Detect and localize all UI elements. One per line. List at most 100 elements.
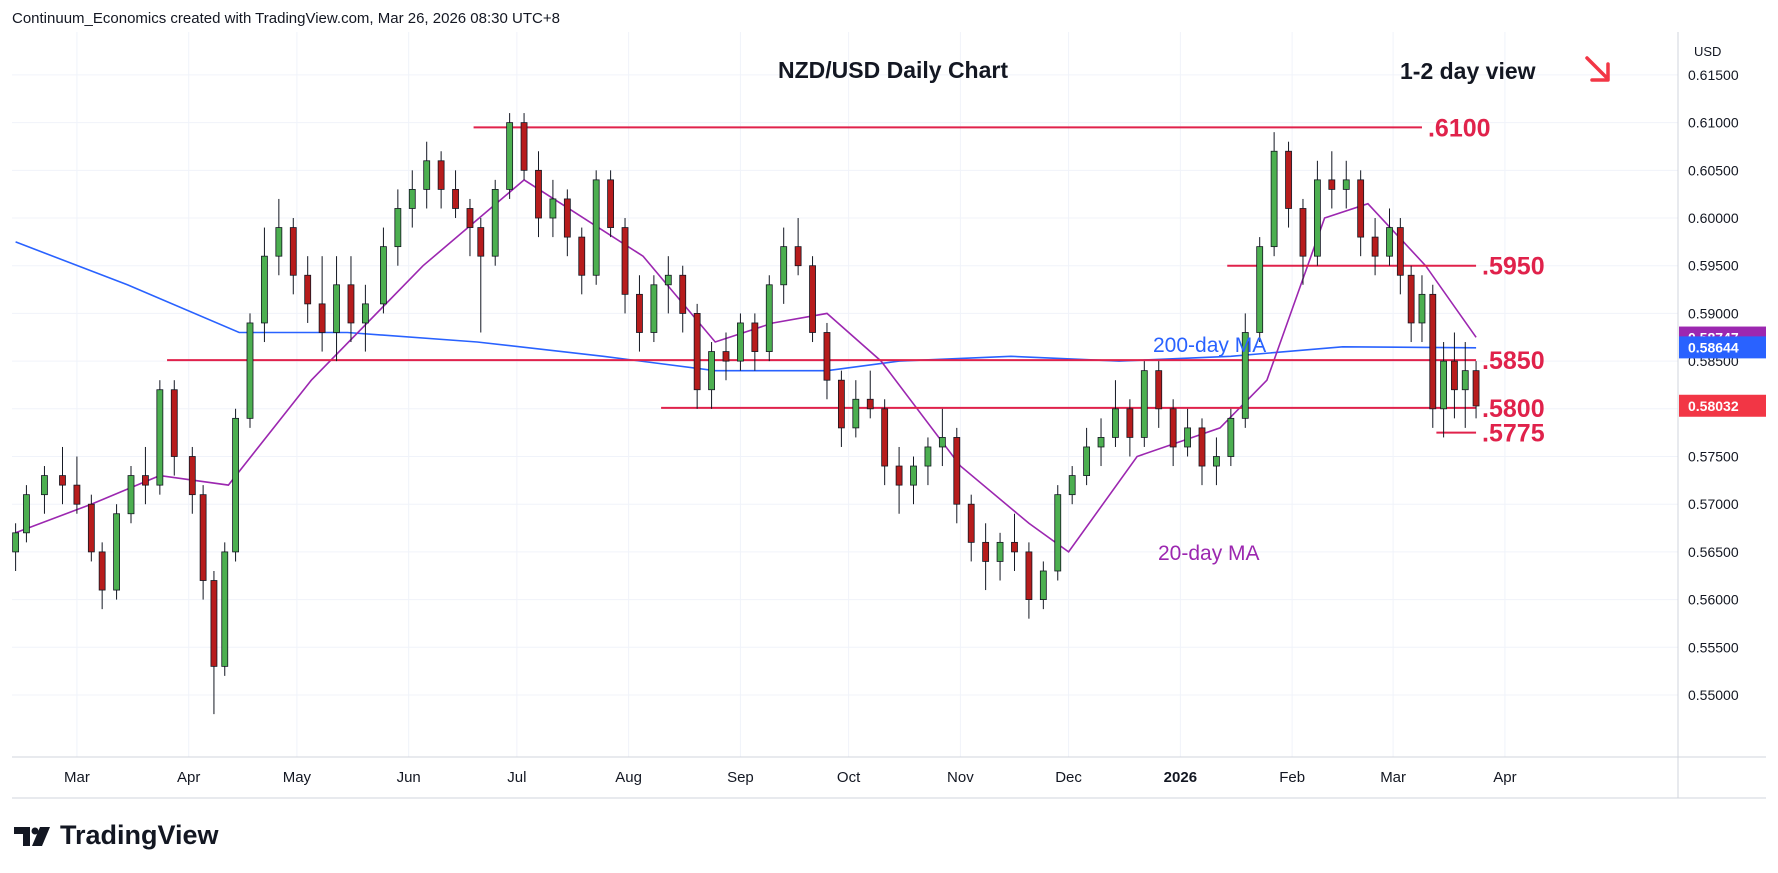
candle bbox=[261, 227, 268, 343]
candle-body bbox=[1155, 370, 1163, 410]
candle bbox=[1386, 208, 1393, 266]
y-tick-label: 0.60500 bbox=[1688, 162, 1739, 178]
candle bbox=[1241, 313, 1249, 428]
candle bbox=[142, 446, 149, 505]
candle-body bbox=[636, 293, 643, 333]
candle-body bbox=[1011, 541, 1018, 553]
y-tick-label: 0.61000 bbox=[1688, 115, 1739, 131]
candle-body bbox=[1256, 246, 1264, 333]
candle bbox=[1429, 284, 1437, 428]
ma-20-line bbox=[15, 178, 1477, 554]
candle-body bbox=[142, 475, 149, 486]
candle bbox=[563, 189, 571, 257]
candle bbox=[289, 218, 297, 295]
y-tick-label: 0.57000 bbox=[1688, 496, 1739, 512]
candle-body bbox=[23, 494, 30, 534]
candle bbox=[466, 198, 474, 257]
candle bbox=[794, 218, 802, 276]
candle bbox=[98, 542, 106, 610]
candle bbox=[318, 256, 326, 352]
x-tick-label: Feb bbox=[1279, 769, 1305, 786]
level-label: .5850 bbox=[1482, 347, 1545, 375]
candle-body bbox=[289, 227, 297, 276]
candle bbox=[679, 265, 687, 333]
candle bbox=[1328, 151, 1336, 209]
moving-average-lines bbox=[15, 178, 1477, 554]
candle-body bbox=[924, 446, 932, 467]
candle bbox=[347, 256, 355, 343]
candle-body bbox=[910, 465, 917, 486]
candle bbox=[1083, 427, 1091, 486]
candle-body bbox=[477, 227, 485, 257]
candle-body bbox=[73, 484, 81, 505]
candle bbox=[1184, 408, 1191, 457]
candle-body bbox=[809, 265, 816, 333]
tradingview-logo[interactable]: TradingView bbox=[14, 820, 219, 851]
candle bbox=[1126, 399, 1134, 457]
y-tick-label: 0.56000 bbox=[1688, 592, 1739, 608]
candle-body bbox=[1299, 208, 1307, 257]
candle bbox=[1342, 160, 1350, 209]
candle bbox=[437, 151, 445, 209]
candle bbox=[23, 485, 30, 543]
candle bbox=[221, 542, 229, 676]
candle bbox=[170, 380, 178, 476]
candle-body bbox=[437, 160, 445, 190]
candle-body bbox=[127, 475, 135, 515]
y-tick-label: 0.60000 bbox=[1688, 210, 1739, 226]
candle bbox=[12, 523, 20, 571]
candle bbox=[380, 227, 387, 314]
candle-body bbox=[708, 351, 715, 391]
candle bbox=[394, 189, 402, 266]
candle bbox=[881, 399, 889, 486]
candle-body bbox=[304, 274, 312, 305]
x-tick-label: Mar bbox=[64, 769, 90, 786]
candle bbox=[953, 427, 961, 524]
candle-body bbox=[232, 417, 239, 553]
candle-body bbox=[1140, 370, 1148, 438]
candle-body bbox=[607, 179, 615, 228]
x-tick-label: Nov bbox=[947, 769, 974, 786]
candle bbox=[127, 466, 135, 524]
candle bbox=[895, 446, 903, 514]
candle-body bbox=[87, 503, 95, 553]
candle-body bbox=[1328, 179, 1336, 190]
candle bbox=[1198, 418, 1206, 486]
candle-body bbox=[1472, 370, 1480, 407]
candle-body bbox=[246, 322, 254, 419]
candle-body bbox=[1313, 179, 1321, 257]
candle bbox=[910, 456, 917, 505]
candle-body bbox=[592, 179, 600, 276]
candle bbox=[693, 303, 701, 409]
x-tick-label: Mar bbox=[1380, 769, 1406, 786]
candle bbox=[210, 570, 218, 715]
candle bbox=[1039, 561, 1047, 610]
candle-body bbox=[1025, 551, 1033, 600]
x-tick-label: Apr bbox=[177, 769, 200, 786]
candle-body bbox=[1039, 570, 1047, 600]
candle-body bbox=[12, 532, 20, 553]
candle bbox=[73, 456, 81, 514]
x-tick-label: Aug bbox=[615, 769, 642, 786]
candle bbox=[708, 342, 715, 409]
candle-body bbox=[361, 303, 369, 324]
candle bbox=[938, 408, 946, 467]
candle bbox=[1140, 361, 1148, 447]
x-tick-label: Sep bbox=[727, 769, 754, 786]
currency-label: USD bbox=[1694, 44, 1721, 59]
candle bbox=[664, 256, 672, 314]
candle-body bbox=[170, 389, 178, 457]
candle-body bbox=[1112, 408, 1119, 438]
candle bbox=[1407, 265, 1415, 343]
candle-body bbox=[408, 189, 416, 209]
candle bbox=[491, 179, 499, 266]
candle-body bbox=[1440, 360, 1448, 410]
candle-body bbox=[1227, 417, 1235, 457]
y-tick-label: 0.59500 bbox=[1688, 258, 1739, 274]
candle bbox=[737, 313, 744, 371]
candle bbox=[1451, 332, 1458, 419]
candle bbox=[650, 275, 658, 343]
candle bbox=[304, 256, 312, 323]
candle bbox=[823, 322, 831, 400]
candle bbox=[924, 437, 932, 486]
